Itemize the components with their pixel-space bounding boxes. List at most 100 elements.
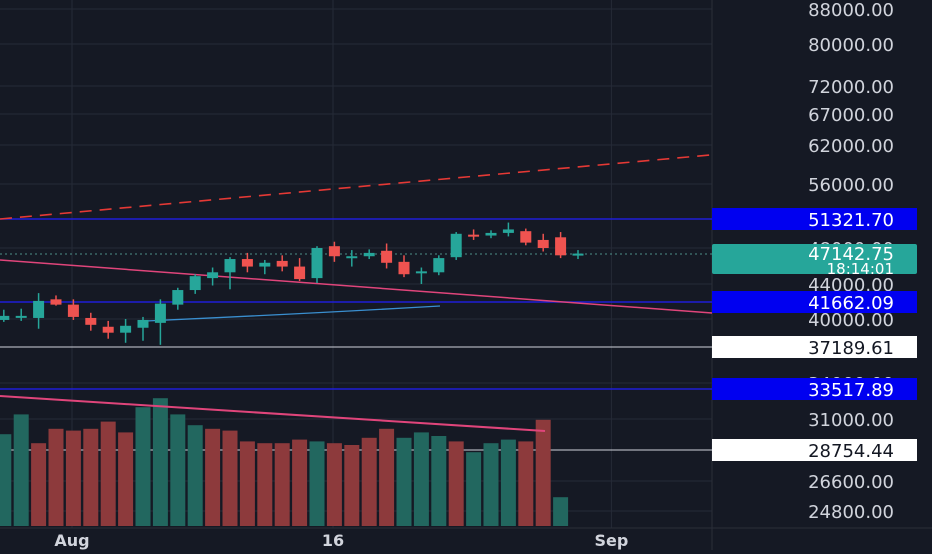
volume-bar <box>518 441 534 526</box>
candle-body <box>415 271 427 274</box>
volume-bar <box>222 430 238 526</box>
level-price-label: 28754.44 <box>808 441 894 462</box>
candle-body <box>398 261 410 275</box>
candle-body <box>520 231 532 243</box>
volume-bar <box>13 414 29 526</box>
volume-bar <box>257 443 273 526</box>
time-tick-label: Sep <box>594 531 628 550</box>
candle-body <box>433 258 445 273</box>
volume-bar <box>309 441 325 526</box>
volume-bar <box>326 443 342 526</box>
price-tick-label: 62000.00 <box>808 136 894 157</box>
candle-body <box>502 229 514 233</box>
level-lines <box>0 218 712 451</box>
volume-bar <box>535 419 551 526</box>
candle-body <box>102 326 114 333</box>
price-labels: 51321.70 41662.09 37189.61 33517.89 28754.44… <box>712 208 917 462</box>
descending-trend-line <box>0 259 713 314</box>
level-price-label: 51321.70 <box>808 210 894 231</box>
candle-body <box>0 315 10 320</box>
price-tick-label: 40000.00 <box>808 310 894 331</box>
candle-body <box>485 232 497 236</box>
volume-bar <box>0 434 12 526</box>
volume-bars <box>0 398 569 526</box>
candles <box>0 222 584 345</box>
level-price-box <box>712 291 917 313</box>
volume-bar <box>187 425 203 526</box>
price-tick-label: 80000.00 <box>808 35 894 56</box>
time-tick-label: Aug <box>54 531 89 550</box>
level-price-box <box>712 378 917 400</box>
volume-bar <box>500 439 516 526</box>
volume-bar <box>553 497 569 526</box>
level-price-box <box>712 336 917 358</box>
current-price-box <box>712 244 917 274</box>
volume-bar <box>152 398 168 526</box>
candle-body <box>85 317 97 325</box>
candle-body <box>241 259 253 267</box>
volume-bar <box>135 407 151 526</box>
volume-bar <box>83 428 99 526</box>
volume-bar <box>483 443 499 526</box>
volume-bar <box>466 452 482 526</box>
price-tick-label: 24800.00 <box>808 502 894 523</box>
volume-bar <box>239 441 255 526</box>
candle-body <box>15 315 27 318</box>
countdown-label: 18:14:01 <box>827 260 894 278</box>
price-tick-label: 67000.00 <box>808 105 894 126</box>
candle-body <box>381 250 393 263</box>
candle-body <box>33 300 45 318</box>
level-price-label: 41662.09 <box>808 293 894 314</box>
volume-bar <box>274 443 290 526</box>
volume-bar <box>396 437 412 526</box>
volume-bar <box>48 428 64 526</box>
candle-body <box>120 325 132 333</box>
candle-body <box>311 248 323 279</box>
dashed-trend-line <box>0 154 711 220</box>
level-price-box <box>712 439 917 461</box>
level-price-box <box>712 208 917 230</box>
candle-body <box>572 253 584 256</box>
moving-average-line <box>145 305 441 322</box>
volume-bar <box>379 428 395 526</box>
candle-body <box>207 272 219 279</box>
volume-bar <box>100 421 116 526</box>
candle-body <box>154 303 166 323</box>
candle-body <box>172 290 184 305</box>
volume-trend-line <box>0 395 546 432</box>
candle-body <box>224 259 236 273</box>
candle-body <box>468 234 480 237</box>
candle-body <box>189 276 201 291</box>
candle-body <box>450 233 462 258</box>
level-price-label: 37189.61 <box>808 338 894 359</box>
candle-body <box>67 304 79 317</box>
candle-body <box>294 266 306 280</box>
price-tick-label: 44000.00 <box>808 275 894 296</box>
current-price-label: 47142.75 <box>808 244 894 265</box>
candle-body <box>537 239 549 248</box>
volume-bar <box>413 432 429 526</box>
candle-body <box>363 252 375 257</box>
candle-body <box>276 260 288 267</box>
candle-body <box>259 262 271 267</box>
trend-drawings <box>0 154 713 432</box>
candle-body <box>555 237 567 256</box>
candle-body <box>346 256 358 259</box>
volume-bar <box>361 437 377 526</box>
volume-bar <box>344 445 360 526</box>
volume-bar <box>170 414 186 526</box>
price-tick-label: 72000.00 <box>808 77 894 98</box>
price-tick-label: 26600.00 <box>808 472 894 493</box>
volume-bar <box>431 436 447 526</box>
volume-bar <box>118 432 134 526</box>
time-tick-label: 16 <box>322 531 344 550</box>
volume-bar <box>205 428 221 526</box>
price-tick-label: 56000.00 <box>808 175 894 196</box>
volume-bar <box>292 439 308 526</box>
time-axis[interactable]: Aug 16 Sep <box>0 527 932 550</box>
price-tick-label: 31000.00 <box>808 410 894 431</box>
candle-body <box>137 319 149 328</box>
candle-body <box>328 246 340 257</box>
